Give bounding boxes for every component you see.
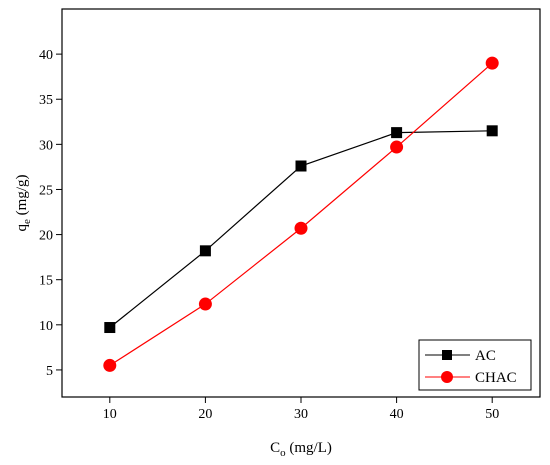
y-tick-label: 25 [39,183,53,198]
series-layer [103,56,499,372]
y-tick-label: 40 [39,48,53,63]
y-axis-label: qe (mg/g) [14,175,33,232]
x-axis-label-rest: (mg/L) [286,440,332,456]
y-tick-label: 15 [39,274,53,289]
legend-label-chac: CHAC [475,370,517,386]
x-tick-label: 10 [103,407,117,422]
x-tick-label: 30 [294,407,308,422]
y-tick-label: 20 [39,229,53,244]
data-point-chac [390,140,404,154]
x-axis-label-sub: o [280,447,286,459]
legend-marker-chac [441,371,453,383]
y-tick-label: 35 [39,93,53,108]
y-tick-label: 5 [46,364,53,379]
series-line-chac [109,62,493,366]
legend-box [418,339,532,391]
y-axis-label-sub: e [21,219,33,224]
data-point-ac [295,160,307,172]
x-axis-ticks: 10 20 30 40 50 [103,397,499,422]
data-point-chac [198,297,212,311]
x-tick-label: 40 [390,407,404,422]
plot-frame [61,8,541,398]
data-point-chac [294,221,308,235]
data-point-ac [199,245,211,257]
legend: AC CHAC [418,339,532,391]
x-tick-label: 50 [485,407,499,422]
y-axis-label-main: q [14,223,30,231]
x-axis-label-main: C [270,440,280,456]
legend-label-ac: AC [475,348,496,364]
y-tick-label: 10 [39,319,53,334]
data-point-chac [103,358,117,372]
data-point-ac [104,322,116,334]
y-tick-label: 30 [39,138,53,153]
data-point-ac [391,127,403,139]
data-point-ac [486,125,498,137]
y-axis-ticks: 5 10 15 20 25 30 35 40 [39,48,62,379]
y-axis-label-rest: (mg/g) [14,175,30,220]
data-point-chac [485,56,499,70]
legend-marker-ac [442,350,452,360]
x-axis-label: Co (mg/L) [270,440,332,459]
x-tick-label: 20 [198,407,212,422]
